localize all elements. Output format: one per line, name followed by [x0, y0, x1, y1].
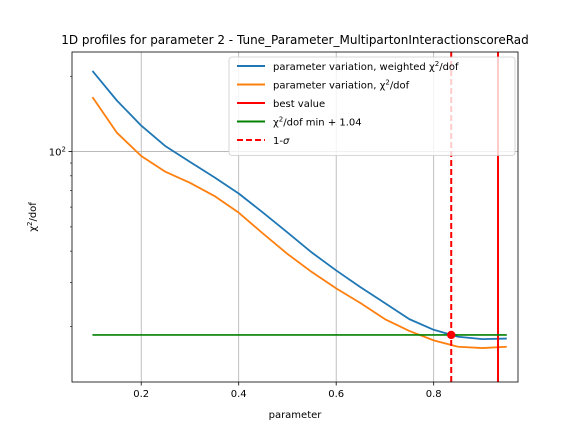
y-tick-label: 102	[49, 146, 66, 159]
legend-entry: best value	[273, 99, 325, 110]
y-axis-label-sup: 2	[26, 222, 34, 226]
legend-entry: parameter variation, χ2/dof	[273, 79, 410, 92]
legend-entry: 1-σ	[273, 136, 290, 147]
legend-entry: parameter variation, weighted χ2/dof	[273, 60, 459, 73]
x-tick-label: 0.8	[426, 389, 442, 400]
legend-entry: χ2/dof min + 1.04	[273, 116, 362, 129]
legend: parameter variation, weighted χ2/dof para…	[228, 56, 516, 156]
y-axis-label: χ2/dof	[26, 202, 39, 232]
x-tick-label: 0.6	[328, 389, 344, 400]
legend-box	[228, 56, 516, 156]
axes: 0.2 0.4 0.6 0.8 102	[49, 75, 442, 400]
series-line-1	[91, 96, 507, 349]
plot-area	[91, 52, 507, 382]
x-axis-label: parameter	[269, 410, 323, 421]
y-tick-label-exp: 2	[62, 146, 66, 154]
x-tick-label: 0.4	[231, 389, 247, 400]
best-point-marker	[447, 330, 456, 340]
x-tick-label: 0.2	[133, 389, 149, 400]
series-line-0	[91, 70, 507, 341]
y-axis-label-tail: /dof	[28, 202, 39, 222]
plot-frame	[71, 51, 519, 383]
chart-title: 1D profiles for parameter 2 - Tune_Param…	[61, 33, 529, 47]
y-tick-label-base: 10	[49, 148, 62, 159]
y-axis-label-base: χ	[28, 226, 39, 232]
